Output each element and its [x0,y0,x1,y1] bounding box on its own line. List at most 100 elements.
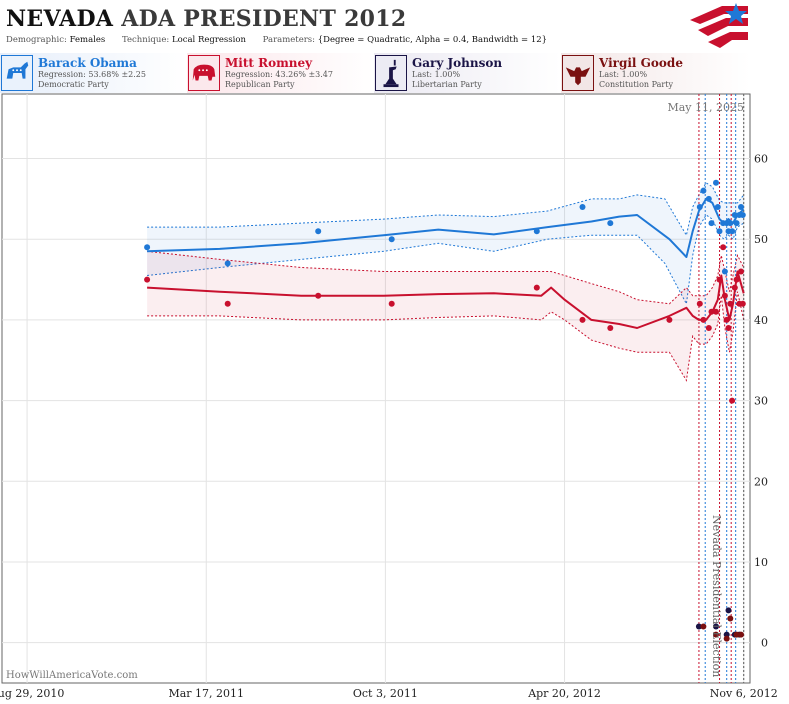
poll-point[interactable] [731,284,738,291]
page-title: NEVADA ADA PRESIDENT 2012 [6,6,407,32]
poll-point[interactable] [533,284,540,291]
poll-point[interactable] [733,276,740,283]
candidate-party: Libertarian Party [412,80,482,89]
election-label: Nevada Presidential Election [710,515,723,677]
poll-point[interactable] [738,268,744,275]
poll-point[interactable] [716,276,723,283]
liberty-statue-icon [375,55,407,91]
parameters-label: Parameters: [262,35,316,45]
poll-point[interactable] [713,631,719,638]
poll-point[interactable] [727,300,734,307]
demographic-value: Females [69,35,106,45]
poll-point[interactable] [708,308,715,315]
poll-point[interactable] [144,244,151,251]
poll-point[interactable] [579,204,586,210]
poll-point[interactable] [714,204,721,210]
elephant-icon [188,55,220,91]
poll-point[interactable] [729,228,736,235]
x-tick-label: Aug 29, 2010 [0,687,64,700]
poll-point[interactable] [315,228,322,235]
x-axis-ticks: Aug 29, 2010 Mar 17, 2011 Oct 3, 2011 Apr 2… [0,687,778,700]
parameters-value: {Degree = Quadratic, Alpha = 0.4, Bandwi… [317,35,548,45]
candidate-card-johnson[interactable]: Gary Johnson Last: 1.00% Libertarian Par… [374,53,561,93]
poll-point[interactable] [733,631,740,638]
poll-point[interactable] [720,244,727,251]
candidate-party: Republican Party [225,80,295,89]
poll-point[interactable] [388,300,395,307]
poll-point[interactable] [725,607,732,614]
watermark: HowWillAmericaVote.com [6,670,138,681]
poll-point[interactable] [695,623,702,630]
x-tick-label: Apr 20, 2012 [527,687,601,700]
confidence-bands [147,182,745,382]
poll-point[interactable] [727,220,734,227]
candidate-card-obama[interactable]: Barack Obama Regression: 53.68% ±2.25 De… [0,53,187,93]
poll-point[interactable] [731,212,738,218]
poll-point[interactable] [738,204,744,210]
poll-point[interactable] [713,623,719,630]
plot-frame [1,93,751,684]
poll-point[interactable] [533,228,540,235]
demographic-label: Demographic: [6,35,67,45]
trend-line [147,270,745,329]
x-tick-label: Nov 6, 2012 [710,687,778,700]
technique-value: Local Regression [171,35,246,45]
y-tick-label: 0 [761,637,768,650]
candidate-name: Barack Obama [38,56,137,70]
poll-point[interactable] [733,220,740,227]
eagle-icon [562,55,594,91]
poll-point[interactable] [607,325,614,331]
y-tick-label: 40 [754,314,768,327]
band-upper-line [147,250,745,305]
poll-point[interactable] [696,204,703,210]
current-date-label: May 11, 2025 [667,101,744,114]
title-rest: ADA PRESIDENT 2012 [121,6,407,32]
candidate-legend: Barack Obama Regression: 53.68% ±2.25 De… [0,52,750,94]
poll-point[interactable] [729,397,736,404]
candidate-stat: Last: 1.00% [412,70,461,79]
poll-point[interactable] [666,316,673,323]
header: NEVADA ADA PRESIDENT 2012 Demographic: F… [0,0,750,52]
poll-point[interactable] [700,623,707,630]
poll-point[interactable] [727,615,734,622]
poll-point[interactable] [716,228,723,235]
title-state: NEVADA [6,6,114,32]
poll-point[interactable] [725,325,732,331]
poll-point[interactable] [388,236,395,243]
poll-point[interactable] [713,308,719,315]
candidate-stat: Regression: 43.26% ±3.47 [225,70,333,79]
candidate-stat: Last: 1.00% [599,70,648,79]
poll-point[interactable] [224,300,231,307]
poll-point[interactable] [708,220,715,227]
candidate-stat: Regression: 53.68% ±2.25 [38,70,146,79]
poll-point[interactable] [579,316,586,323]
candidate-party: Constitution Party [599,80,673,89]
poll-point[interactable] [738,631,744,638]
poll-point[interactable] [700,187,707,194]
x-tick-label: Oct 3, 2011 [353,687,418,700]
y-tick-label: 20 [754,475,768,488]
poll-point[interactable] [713,179,719,186]
poll-point[interactable] [315,292,322,299]
poll-point[interactable] [700,316,707,323]
candidate-card-romney[interactable]: Mitt Romney Regression: 43.26% ±3.47 Rep… [187,53,374,93]
poll-point[interactable] [224,260,231,267]
poll-point[interactable] [723,635,730,642]
candidate-name: Mitt Romney [225,56,313,70]
flag-star-logo-icon [690,3,748,48]
confidence-band [147,182,744,304]
band-lower-line [147,214,744,306]
poll-point[interactable] [739,300,746,307]
candidate-card-goode[interactable]: Virgil Goode Last: 1.00% Constitution Pa… [561,53,750,93]
poll-point[interactable] [721,268,728,275]
band-lower-line [147,291,745,382]
poll-point[interactable] [723,316,730,323]
poll-point[interactable] [607,220,614,227]
poll-points [144,179,746,642]
poll-point[interactable] [705,195,712,202]
poll-point[interactable] [721,292,728,299]
poll-point[interactable] [144,276,151,283]
poll-point[interactable] [696,300,703,307]
poll-point[interactable] [705,325,712,331]
poll-point[interactable] [739,212,746,218]
